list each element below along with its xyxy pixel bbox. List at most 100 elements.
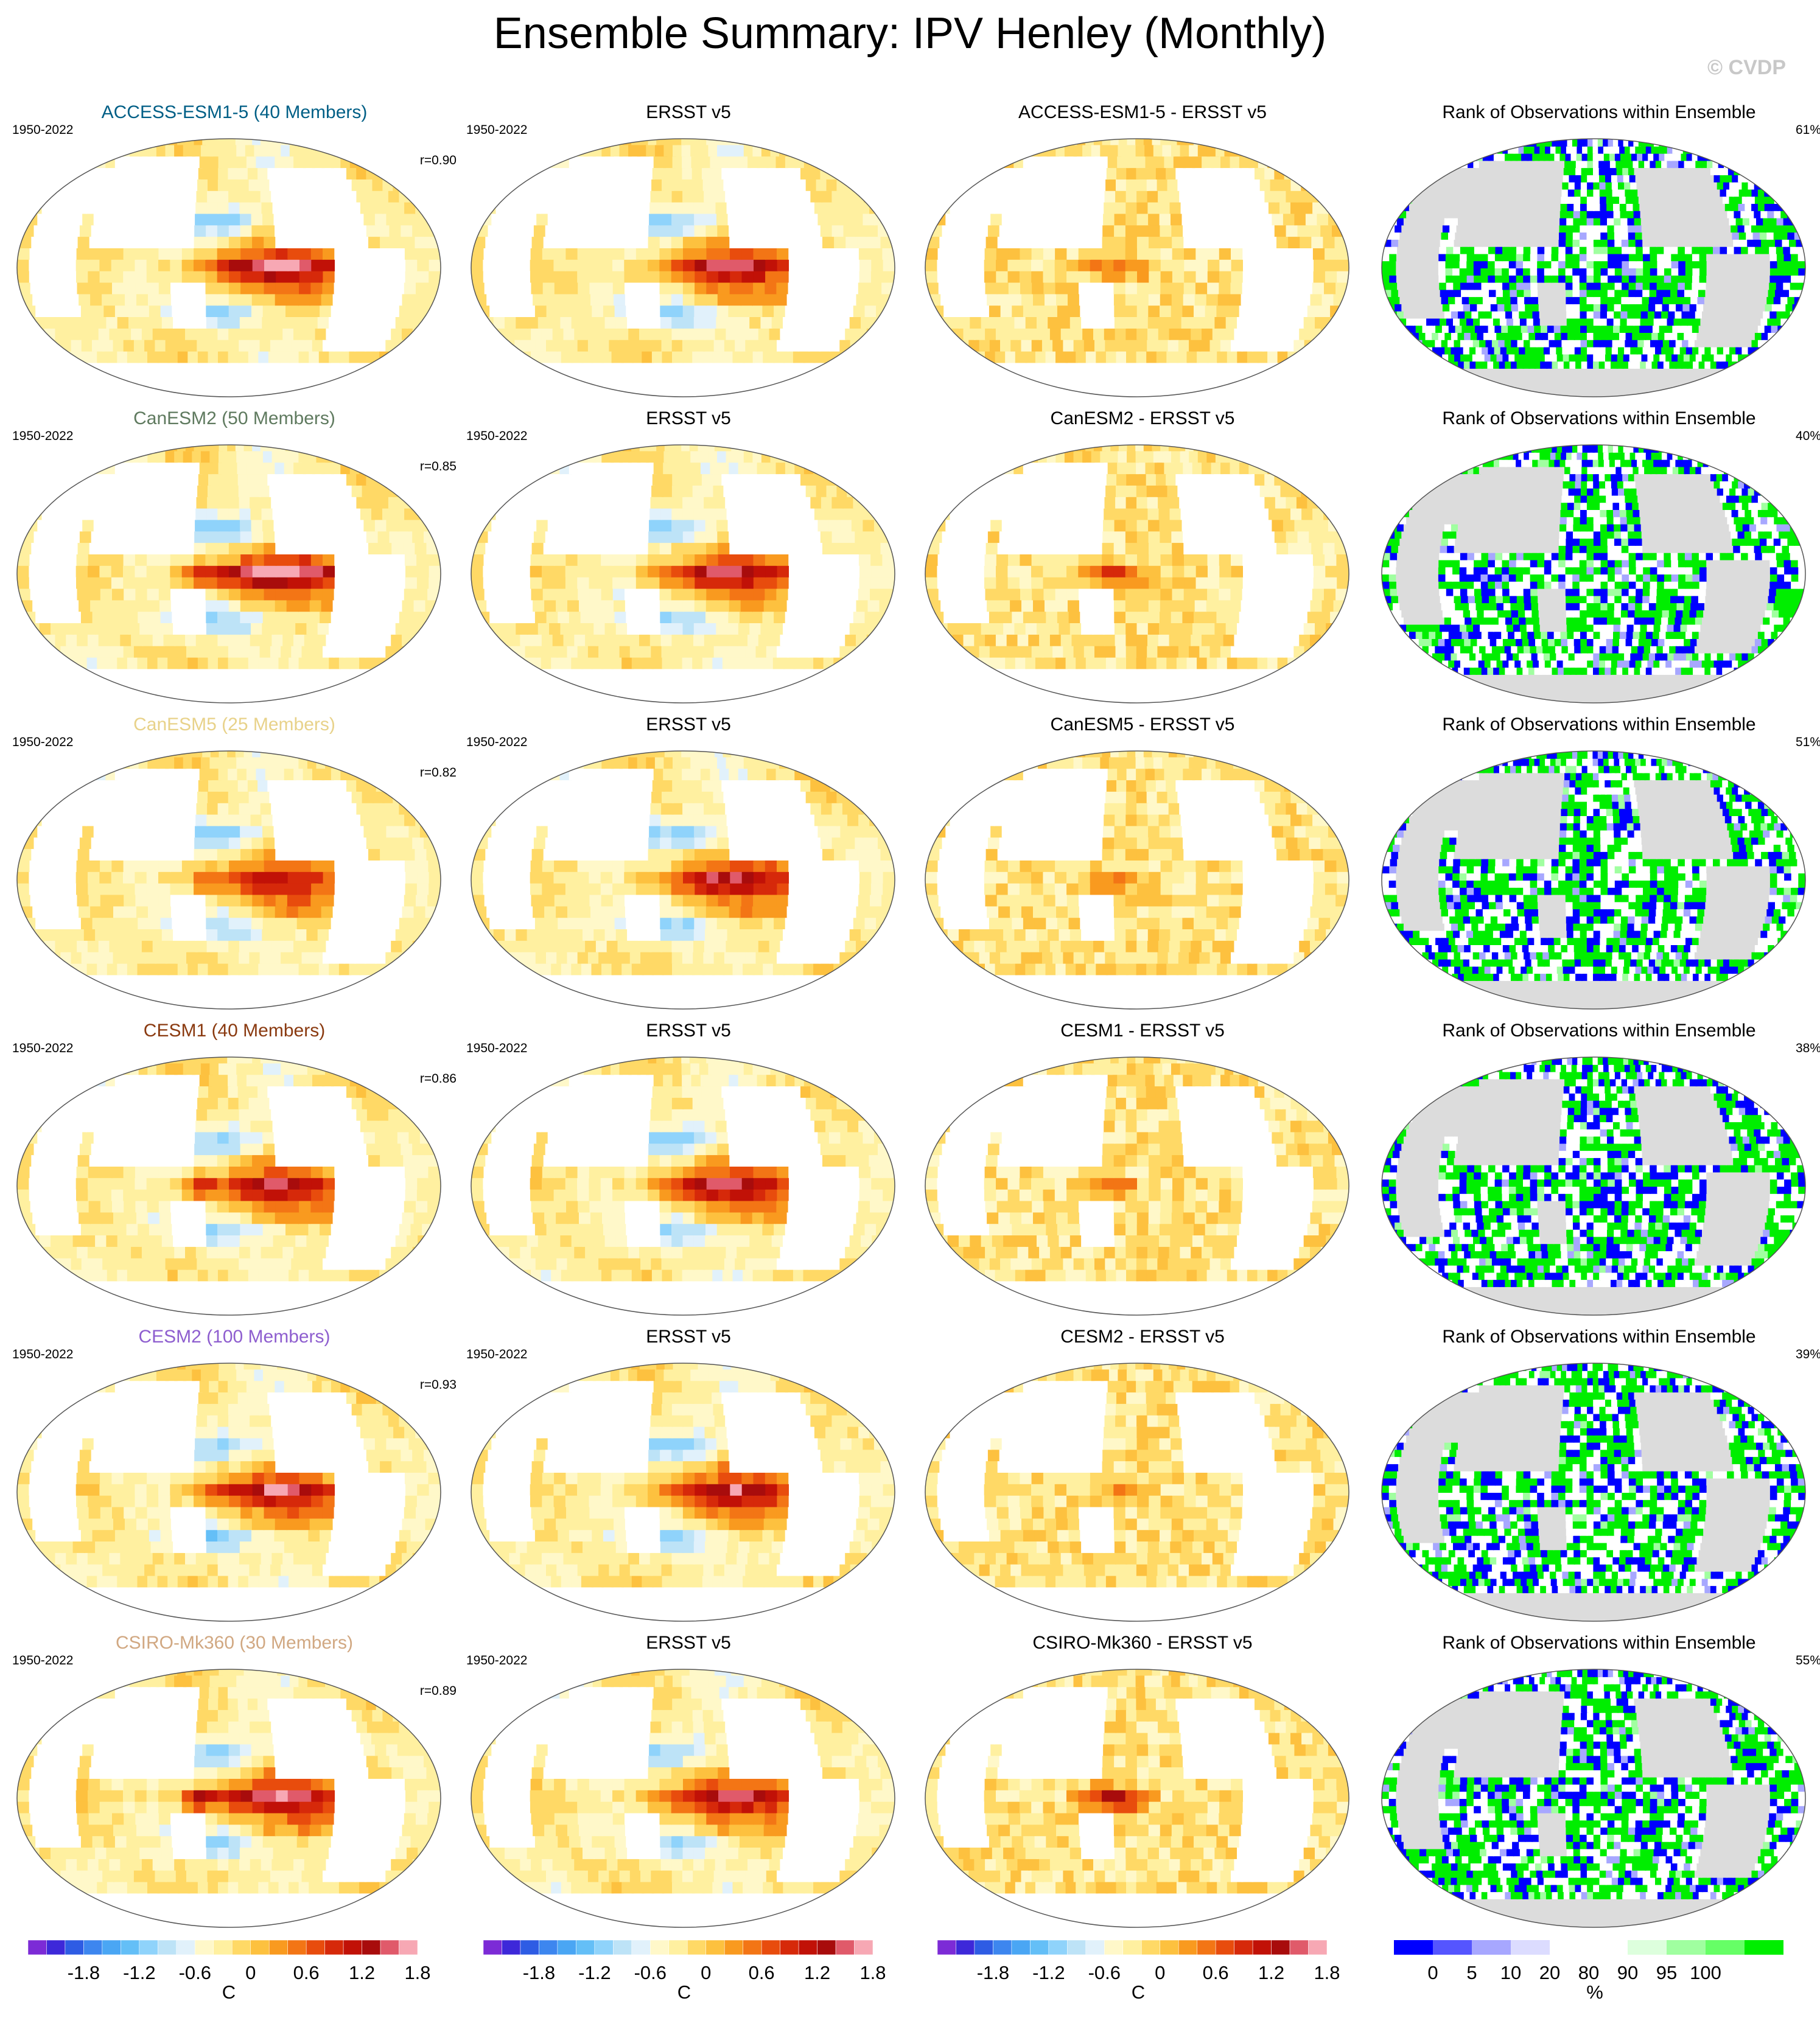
map-boundary	[1381, 1669, 1806, 1928]
sst-anomaly-map	[925, 1363, 1349, 1622]
sst-anomaly-map	[925, 1669, 1349, 1928]
map-field	[1382, 445, 1805, 703]
panel-title: ACCESS-ESM1-5 (40 Members)	[12, 102, 457, 123]
map-field	[471, 1057, 895, 1315]
rank-percent-label: 39%	[1796, 1347, 1820, 1362]
map-boundary	[925, 1363, 1349, 1622]
panel-title: CESM2 (100 Members)	[12, 1327, 457, 1347]
rank-panel: Rank of Observations within Ensemble 40%	[1377, 408, 1820, 713]
obs-panel: ERSST v5 1950-2022	[466, 1021, 911, 1325]
panel-title: CESM2 - ERSST v5	[920, 1327, 1365, 1347]
colorbar-svg: -1.8 -1.2 -0.6 0 0.6 1.2 1.8	[27, 1939, 431, 1983]
map-field	[17, 139, 441, 397]
rank-map	[1381, 1669, 1806, 1928]
colorbar-swatch	[937, 1939, 956, 1955]
map-boundary	[925, 750, 1349, 1010]
sst-anomaly-map	[471, 138, 895, 397]
colorbar-swatch	[1011, 1939, 1031, 1955]
sst-anomaly-map	[471, 444, 895, 704]
map-boundary	[16, 1363, 441, 1622]
rank-panel: Rank of Observations within Ensemble 39%	[1377, 1327, 1820, 1631]
period-label: 1950-2022	[12, 735, 73, 750]
colorbar-swatch	[287, 1939, 307, 1955]
model-panel: CESM2 (100 Members) 1950-2022 r=0.93	[12, 1327, 457, 1631]
colorbar-tick-label: 95	[1656, 1962, 1677, 1983]
period-label: 1950-2022	[466, 735, 527, 750]
sst-anomaly-map	[471, 1056, 895, 1316]
panel-title: Rank of Observations within Ensemble	[1377, 1327, 1820, 1347]
panel-title: CanESM2 (50 Members)	[12, 408, 457, 429]
colorbar-swatch	[1511, 1940, 1550, 1955]
map-field	[471, 751, 895, 1009]
colorbar-tick-label: 0	[245, 1962, 256, 1983]
diff-panel: CanESM2 - ERSST v5	[920, 408, 1365, 713]
colorbar-swatch	[46, 1939, 66, 1955]
map-boundary	[1381, 750, 1806, 1010]
colorbar-swatch	[139, 1939, 158, 1955]
rank-map	[1381, 1363, 1806, 1622]
map-field	[1382, 1669, 1805, 1927]
rank-panel: Rank of Observations within Ensemble 61%	[1377, 102, 1820, 407]
model-panel: ACCESS-ESM1-5 (40 Members) 1950-2022 r=0.9…	[12, 102, 457, 407]
colorbar-swatch	[158, 1939, 177, 1955]
rank-percent-label: 40%	[1796, 429, 1820, 444]
colorbar-swatch	[268, 1939, 288, 1955]
colorbar-swatch	[483, 1939, 502, 1955]
sst-anomaly-map	[471, 1363, 895, 1622]
colorbar-swatch	[362, 1939, 381, 1955]
map-boundary	[16, 138, 441, 397]
panel-title: CSIRO-Mk360 (30 Members)	[12, 1633, 457, 1653]
colorbar-swatch	[1667, 1940, 1706, 1955]
colorbar-svg: -1.8 -1.2 -0.6 0 0.6 1.2 1.8	[483, 1939, 886, 1983]
sst-anomaly-map	[925, 444, 1349, 704]
diff-panel: CESM1 - ERSST v5	[920, 1021, 1365, 1325]
colorbar-swatch	[324, 1939, 344, 1955]
map-boundary	[16, 444, 441, 704]
colorbar-swatch	[761, 1939, 780, 1955]
colorbar-swatch	[83, 1939, 103, 1955]
sst-anomaly-map	[925, 138, 1349, 397]
colorbar-swatch	[1289, 1939, 1309, 1955]
anomaly-colorbar-obs: -1.8 -1.2 -0.6 0 0.6 1.2 1.8 C	[483, 1939, 886, 2003]
map-field	[925, 139, 1349, 397]
colorbar-tick-label: 1.2	[349, 1962, 375, 1983]
rank-colorbar: 0 5 10 20 80 90 95 100 %	[1394, 1940, 1796, 2003]
period-label: 1950-2022	[466, 1653, 527, 1668]
colorbar-swatch	[705, 1939, 725, 1955]
colorbar-tick-label: -1.8	[977, 1962, 1009, 1983]
panel-title: Rank of Observations within Ensemble	[1377, 714, 1820, 735]
colorbar-swatch	[1394, 1940, 1433, 1955]
model-panel: CESM1 (40 Members) 1950-2022 r=0.86	[12, 1021, 457, 1325]
colorbar-swatch	[250, 1939, 270, 1955]
panel-title: Rank of Observations within Ensemble	[1377, 102, 1820, 123]
colorbar-tick-label: -1.2	[1032, 1962, 1065, 1983]
colorbar-swatch	[1271, 1939, 1290, 1955]
rank-panel: Rank of Observations within Ensemble 51%	[1377, 714, 1820, 1019]
sst-anomaly-map	[16, 750, 441, 1010]
colorbar-unit-label: C	[28, 1981, 430, 2003]
diff-panel: ACCESS-ESM1-5 - ERSST v5	[920, 102, 1365, 407]
pattern-correlation-label: r=0.85	[420, 459, 457, 474]
rank-percent-label: 55%	[1796, 1653, 1820, 1668]
panel-title: ACCESS-ESM1-5 - ERSST v5	[920, 102, 1365, 123]
pattern-correlation-label: r=0.86	[420, 1072, 457, 1086]
period-label: 1950-2022	[466, 123, 527, 138]
period-label: 1950-2022	[12, 1041, 73, 1056]
panel-title: CESM1 (40 Members)	[12, 1021, 457, 1041]
period-label: 1950-2022	[466, 1347, 527, 1362]
period-label: 1950-2022	[466, 1041, 527, 1056]
colorbar-swatch	[1141, 1939, 1160, 1955]
diff-panel: CanESM5 - ERSST v5	[920, 714, 1365, 1019]
panel-title: ERSST v5	[466, 1021, 911, 1041]
rank-map	[1381, 750, 1806, 1010]
colorbar-swatch	[380, 1939, 399, 1955]
map-field	[925, 751, 1349, 1009]
obs-panel: ERSST v5 1950-2022	[466, 1633, 911, 1937]
colorbar-swatch	[854, 1939, 873, 1955]
anomaly-colorbar-model: -1.8 -1.2 -0.6 0 0.6 1.2 1.8 C	[27, 1939, 431, 2003]
colorbar-swatch	[121, 1939, 140, 1955]
map-field	[471, 1363, 895, 1621]
colorbar-swatch	[1308, 1939, 1328, 1955]
colorbar-swatch	[1433, 1940, 1472, 1955]
colorbar-tick-label: -1.2	[578, 1962, 611, 1983]
